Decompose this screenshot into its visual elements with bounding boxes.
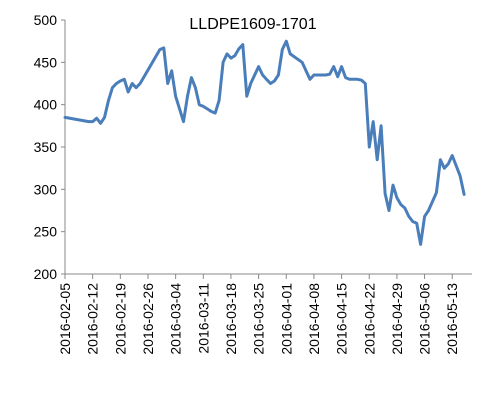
x-axis-ticks: 2016-02-05 2016-02-12 2016-02-19 2016-02-26… — [57, 274, 460, 355]
y-tick-label: 500 — [34, 12, 58, 28]
y-tick-label: 300 — [34, 181, 58, 197]
x-tick-label: 2016-03-04 — [168, 283, 184, 355]
y-tick-label: 450 — [34, 54, 58, 70]
chart-title: LLDPE1609-1701 — [189, 16, 316, 33]
x-tick-label: 2016-04-22 — [361, 283, 377, 355]
x-tick-label: 2016-04-15 — [334, 283, 350, 355]
y-tick-label: 250 — [34, 224, 58, 240]
x-tick-label: 2016-02-19 — [112, 283, 128, 355]
y-axis-ticks: 200 250 300 350 400 450 500 — [34, 12, 65, 282]
y-tick-label: 400 — [34, 97, 58, 113]
x-tick-label: 2016-03-25 — [251, 283, 267, 355]
x-tick-label: 2016-03-11 — [195, 283, 211, 354]
x-tick-label: 2016-05-06 — [417, 283, 433, 355]
x-tick-label: 2016-04-01 — [278, 283, 294, 355]
x-tick-label: 2016-04-29 — [389, 283, 405, 355]
x-tick-label: 2016-02-26 — [140, 283, 156, 355]
x-tick-label: 2016-05-13 — [444, 283, 460, 355]
series-line — [63, 39, 466, 246]
x-tick-label: 2016-03-18 — [223, 283, 239, 355]
y-tick-label: 350 — [34, 139, 58, 155]
x-tick-label: 2016-04-08 — [306, 283, 322, 355]
x-tick-label: 2016-02-12 — [85, 283, 101, 355]
y-tick-label: 200 — [34, 266, 58, 282]
x-tick-label: 2016-02-05 — [57, 283, 73, 355]
